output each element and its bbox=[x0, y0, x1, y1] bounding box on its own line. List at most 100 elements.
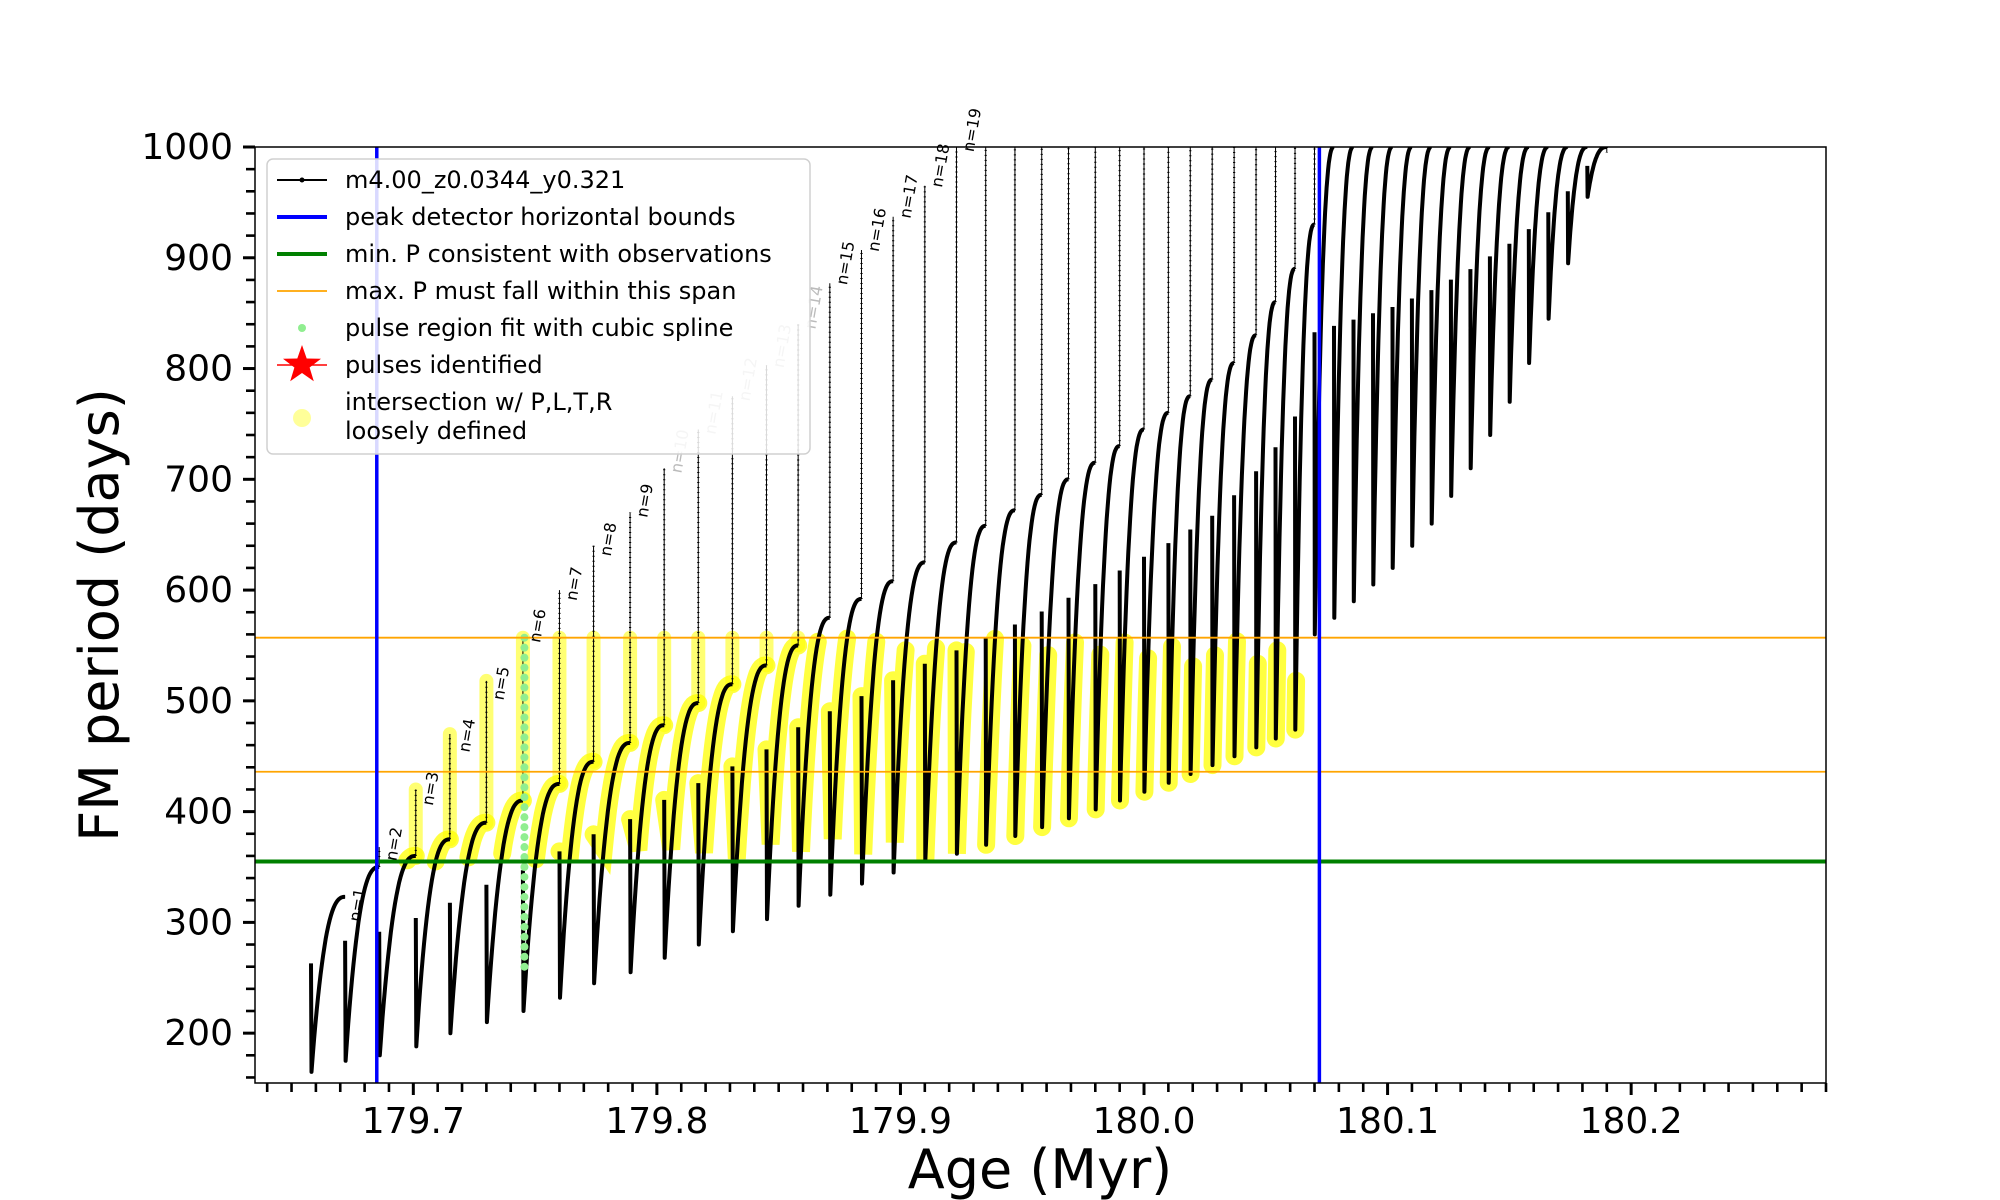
spline-point bbox=[520, 882, 529, 891]
pulse-track-7 bbox=[520, 781, 561, 1013]
pulse-label: n=18 bbox=[927, 142, 953, 189]
pulse-track-19 bbox=[922, 540, 958, 864]
pulse-track-17 bbox=[859, 579, 894, 886]
pulse-label: n=17 bbox=[895, 173, 921, 220]
pulse-label: n=3 bbox=[418, 770, 443, 807]
spline-point bbox=[520, 673, 529, 682]
pulse-track-11 bbox=[662, 701, 699, 960]
star-icon bbox=[283, 345, 321, 382]
pulse-label: n=7 bbox=[562, 565, 587, 602]
pulse-track-22 bbox=[1012, 492, 1043, 838]
legend-label: max. P must fall within this span bbox=[345, 277, 736, 305]
pulse-track-48 bbox=[1565, 147, 1589, 266]
pulse-track-34 bbox=[1293, 222, 1316, 732]
pulse-label: n=16 bbox=[864, 206, 890, 253]
spline-point bbox=[520, 793, 529, 802]
pulse-track-23 bbox=[1039, 477, 1070, 830]
spline-point bbox=[520, 932, 529, 941]
legend-item: m4.00_z0.0344_y0.321 bbox=[277, 166, 625, 194]
pulse-track-35 bbox=[1312, 147, 1336, 637]
legend-box bbox=[266, 158, 811, 455]
spline-point bbox=[520, 892, 529, 901]
spline-point bbox=[520, 743, 529, 752]
spline-point bbox=[520, 693, 529, 702]
pulse-label: n=9 bbox=[632, 482, 657, 519]
horizontal-reference-lines bbox=[255, 636, 1826, 864]
pulse-track-46 bbox=[1526, 147, 1550, 365]
x-tick-label: 180.0 bbox=[1092, 1101, 1195, 1142]
pulse-label: n=15 bbox=[832, 240, 858, 287]
y-tick-label: 600 bbox=[164, 570, 233, 611]
legend-dot-icon bbox=[298, 324, 306, 332]
pulse-track-13 bbox=[730, 663, 768, 934]
spline-point bbox=[520, 872, 529, 881]
pulse-track-16 bbox=[827, 596, 863, 897]
legend-label: pulse region fit with cubic spline bbox=[345, 314, 733, 342]
spline-point bbox=[520, 773, 529, 782]
spline-point bbox=[520, 922, 529, 931]
pulse-track-40 bbox=[1409, 147, 1433, 548]
spline-fit-points bbox=[520, 633, 529, 971]
y-tick-label: 400 bbox=[164, 792, 233, 833]
legend-item: pulse region fit with cubic spline bbox=[298, 314, 733, 342]
spline-point bbox=[520, 803, 529, 812]
pulse-track-26 bbox=[1117, 427, 1146, 803]
pulse-track-47 bbox=[1546, 147, 1570, 321]
y-tick-label: 200 bbox=[164, 1013, 233, 1054]
pulse-track-41 bbox=[1429, 147, 1453, 526]
pulse-track-31 bbox=[1232, 333, 1258, 759]
y-axis-ticks: 200 300 400 500 600 700 800 900 1000 bbox=[141, 127, 255, 1079]
legend-item: max. P must fall within this span bbox=[277, 277, 736, 305]
legend-item: pulses identified bbox=[277, 345, 543, 382]
x-tick-label: 179.9 bbox=[849, 1101, 952, 1142]
pulse-track-4 bbox=[413, 837, 451, 1049]
pulse-track-8 bbox=[557, 759, 595, 1000]
pulse-track-3 bbox=[377, 853, 417, 1058]
spline-point bbox=[520, 713, 529, 722]
legend-dot-icon bbox=[293, 409, 311, 427]
pulse-track-25 bbox=[1093, 444, 1121, 812]
pulse-track-18 bbox=[891, 560, 926, 875]
pulse-track-38 bbox=[1371, 147, 1394, 587]
legend-label: m4.00_z0.0344_y0.321 bbox=[345, 166, 625, 194]
x-axis-title: Age (Myr) bbox=[908, 1138, 1173, 1200]
legend-item: peak detector horizontal bounds bbox=[277, 203, 736, 231]
pulse-label: n=4 bbox=[455, 717, 480, 754]
y-tick-label: 300 bbox=[164, 902, 233, 943]
legend-label: min. P consistent with observations bbox=[345, 240, 772, 268]
spline-point bbox=[520, 783, 529, 792]
spline-point bbox=[520, 643, 529, 652]
legend-label-line2: loosely defined bbox=[345, 417, 527, 445]
pulse-track-43 bbox=[1468, 147, 1492, 471]
pulse-track-32 bbox=[1254, 300, 1277, 750]
x-axis-ticks: 179.7 179.8 179.9 180.0 180.1 180.2 bbox=[265, 1083, 1828, 1142]
pulse-track-28 bbox=[1166, 394, 1192, 785]
pulse-track-21 bbox=[983, 508, 1016, 847]
pulse-track-49 bbox=[1585, 147, 1609, 199]
pulse-track-24 bbox=[1066, 460, 1097, 821]
legend-item: min. P consistent with observations bbox=[277, 240, 772, 268]
pulse-track-10 bbox=[628, 723, 665, 975]
spline-point bbox=[520, 962, 529, 971]
spline-point bbox=[520, 843, 529, 852]
pulse-track-42 bbox=[1448, 147, 1472, 498]
spline-point bbox=[520, 813, 529, 822]
pulse-track-37 bbox=[1351, 147, 1375, 604]
legend-label: intersection w/ P,L,T,R bbox=[345, 388, 612, 416]
pulse-track-33 bbox=[1273, 266, 1297, 741]
legend-label: peak detector horizontal bounds bbox=[345, 203, 736, 231]
pulse-track-27 bbox=[1142, 410, 1170, 794]
spline-point bbox=[520, 942, 529, 951]
spline-point bbox=[520, 663, 529, 672]
pulse-label: n=5 bbox=[489, 665, 514, 702]
spline-point bbox=[520, 703, 529, 712]
plot-frame bbox=[254, 146, 1827, 1084]
pulse-label: n=8 bbox=[596, 521, 621, 558]
pulse-track-5 bbox=[447, 820, 487, 1036]
spline-point bbox=[520, 733, 529, 742]
spline-point bbox=[520, 683, 529, 692]
spline-point bbox=[520, 863, 529, 871]
